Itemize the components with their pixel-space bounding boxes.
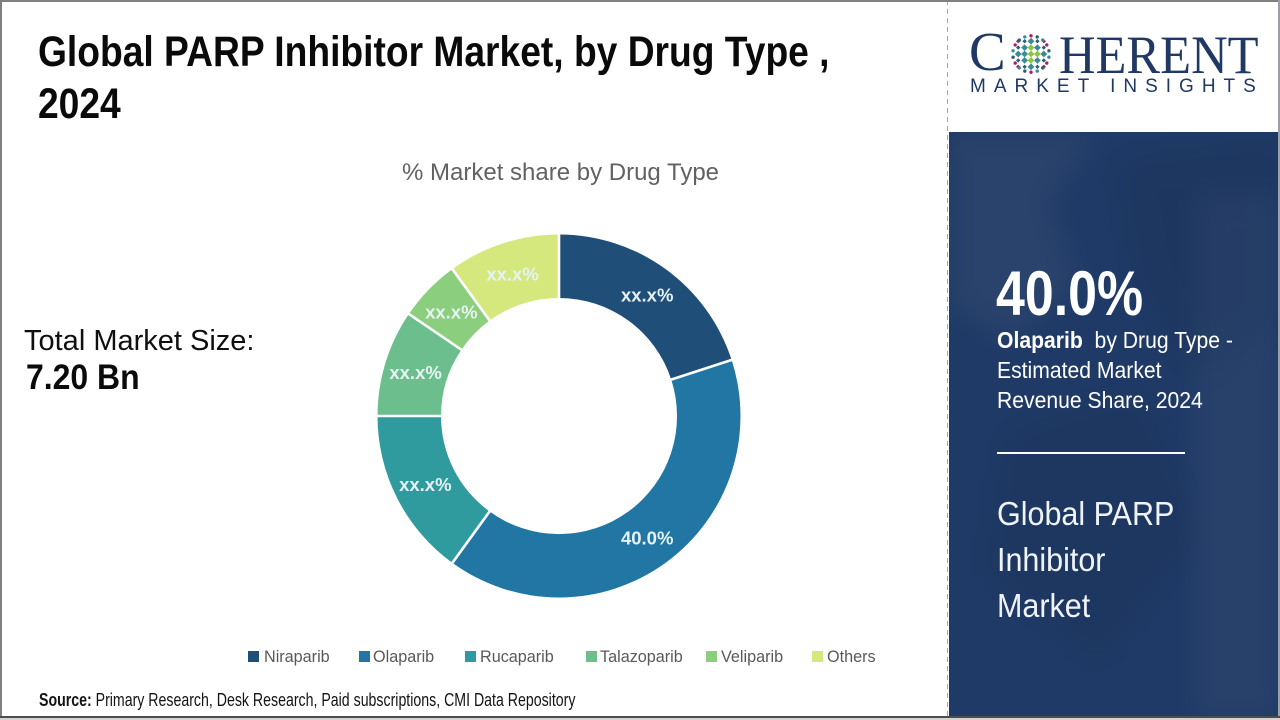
svg-text:40.0%: 40.0% [621,527,673,548]
svg-text:xx.x%: xx.x% [389,362,441,383]
svg-text:xx.x%: xx.x% [621,285,673,306]
svg-text:xx.x%: xx.x% [425,302,477,323]
svg-text:xx.x%: xx.x% [486,263,538,284]
svg-text:xx.x%: xx.x% [399,474,451,495]
